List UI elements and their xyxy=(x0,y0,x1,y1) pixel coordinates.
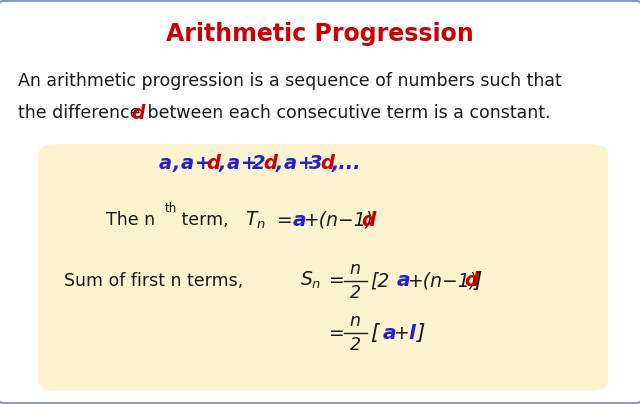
FancyBboxPatch shape xyxy=(38,144,608,391)
Text: ,: , xyxy=(275,154,283,173)
Text: between each consecutive term is a constant.: between each consecutive term is a const… xyxy=(142,104,550,122)
Text: a: a xyxy=(227,154,240,173)
Text: d: d xyxy=(264,154,278,173)
Text: d: d xyxy=(362,210,376,230)
Text: 2: 2 xyxy=(252,154,266,173)
Text: $\mathit{T}_{\mathit{n}}$: $\mathit{T}_{\mathit{n}}$ xyxy=(245,210,266,231)
Text: d: d xyxy=(131,103,145,123)
Text: An arithmetic progression is a sequence of numbers such that: An arithmetic progression is a sequence … xyxy=(18,72,562,90)
Text: ]: ] xyxy=(417,323,425,343)
Text: th: th xyxy=(165,202,177,215)
Text: the difference: the difference xyxy=(18,104,146,122)
Text: 2: 2 xyxy=(349,337,361,354)
Text: =: = xyxy=(328,271,344,290)
Text: 2: 2 xyxy=(349,284,361,302)
Text: Sum of first n terms,: Sum of first n terms, xyxy=(64,272,243,290)
Text: a: a xyxy=(383,324,396,343)
Text: a: a xyxy=(180,154,194,173)
Text: n: n xyxy=(349,260,361,278)
Text: +(n−1): +(n−1) xyxy=(407,271,477,290)
Text: [2: [2 xyxy=(370,271,389,290)
Text: a: a xyxy=(159,154,172,173)
Text: d: d xyxy=(321,154,335,173)
Text: l: l xyxy=(408,324,415,343)
Text: a: a xyxy=(397,271,410,290)
Text: 3: 3 xyxy=(309,154,323,173)
Text: +: + xyxy=(241,154,257,173)
Text: +: + xyxy=(393,324,409,343)
Text: =: = xyxy=(276,210,292,230)
Text: [: [ xyxy=(370,323,378,343)
Text: $\mathit{S}_{\mathit{n}}$: $\mathit{S}_{\mathit{n}}$ xyxy=(300,270,321,291)
Text: ,: , xyxy=(219,154,227,173)
Text: ]: ] xyxy=(474,271,482,291)
Text: Arithmetic Progression: Arithmetic Progression xyxy=(166,22,474,46)
Text: term,: term, xyxy=(176,211,228,229)
Text: The n: The n xyxy=(106,211,155,229)
Text: ,: , xyxy=(173,154,180,173)
Text: =: = xyxy=(328,324,344,343)
Text: d: d xyxy=(465,271,479,290)
Text: +: + xyxy=(298,154,314,173)
Text: a: a xyxy=(292,210,306,230)
Text: a: a xyxy=(284,154,297,173)
Text: d: d xyxy=(206,154,220,173)
Text: ,...: ,... xyxy=(332,154,362,173)
Text: +: + xyxy=(195,154,211,173)
Text: +(n−1): +(n−1) xyxy=(303,210,372,230)
Text: n: n xyxy=(349,312,361,330)
